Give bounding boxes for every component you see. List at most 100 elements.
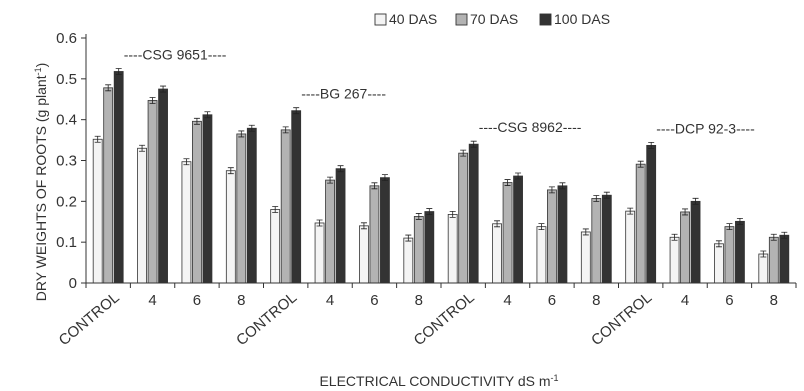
x-axis-title-main: ELECTRICAL CONDUCTIVITY dS m bbox=[319, 373, 550, 389]
error-bar bbox=[204, 111, 211, 119]
bar bbox=[181, 161, 192, 284]
group-label: ----BG 267---- bbox=[301, 86, 386, 102]
bar bbox=[547, 189, 557, 284]
x-tick-label: 4 bbox=[148, 292, 156, 309]
x-tick-label: 6 bbox=[193, 292, 201, 309]
error-bar bbox=[415, 213, 422, 220]
error-bar bbox=[316, 219, 323, 227]
x-tick-label: CONTROL bbox=[56, 289, 123, 349]
legend-swatch bbox=[374, 13, 387, 26]
bar bbox=[768, 236, 779, 284]
error-bar bbox=[193, 117, 200, 125]
bar bbox=[580, 231, 591, 284]
x-axis-title-sup: -1 bbox=[551, 373, 559, 383]
error-bar bbox=[692, 197, 699, 205]
bar bbox=[147, 100, 158, 284]
error-bar bbox=[671, 233, 678, 241]
error-bar bbox=[139, 144, 146, 152]
group-label: ----CSG 8962---- bbox=[479, 119, 582, 135]
x-tick-label: 6 bbox=[548, 292, 556, 309]
error-bar bbox=[736, 217, 743, 225]
error-bar bbox=[227, 167, 234, 175]
x-tick-label: 6 bbox=[370, 292, 378, 309]
bar bbox=[158, 88, 168, 284]
error-bar bbox=[115, 68, 122, 75]
bar bbox=[502, 182, 513, 284]
error-bar bbox=[183, 158, 190, 166]
bar bbox=[468, 143, 479, 284]
error-bar bbox=[538, 223, 545, 231]
bar bbox=[669, 236, 680, 284]
legend-label: 40 DAS bbox=[389, 11, 437, 27]
x-tick-label: 8 bbox=[237, 292, 245, 309]
x-tick-label: 4 bbox=[326, 292, 334, 309]
bar bbox=[202, 114, 213, 284]
error-bar bbox=[405, 234, 412, 242]
bar bbox=[236, 133, 247, 284]
bar bbox=[635, 163, 646, 284]
bars bbox=[92, 68, 790, 284]
error-bar bbox=[627, 207, 634, 215]
y-axis-title-tail: ) bbox=[33, 63, 49, 68]
error-bar bbox=[559, 182, 566, 190]
legend-swatch bbox=[539, 13, 552, 26]
x-axis-title: ELECTRICAL CONDUCTIVITY dS m-1 bbox=[319, 373, 558, 389]
error-bar bbox=[282, 126, 289, 134]
error-bar bbox=[160, 85, 167, 93]
error-bar bbox=[371, 182, 378, 190]
bar bbox=[335, 168, 346, 284]
error-bar bbox=[149, 97, 156, 104]
bar bbox=[492, 223, 502, 284]
error-bar bbox=[105, 84, 112, 92]
error-bar bbox=[426, 208, 433, 215]
bar bbox=[758, 253, 769, 284]
error-bar bbox=[603, 191, 610, 199]
bar bbox=[424, 211, 435, 284]
error-bar bbox=[381, 174, 388, 182]
bar bbox=[325, 179, 335, 284]
x-tick-label: 4 bbox=[503, 292, 511, 309]
y-axis-title-sup: -1 bbox=[33, 67, 43, 75]
error-bar bbox=[460, 149, 467, 157]
error-bar bbox=[293, 107, 300, 115]
bar bbox=[280, 129, 291, 284]
bar bbox=[291, 110, 302, 284]
y-axis-title-main: DRY WEIGHTS OF ROOTS (g plant bbox=[33, 75, 49, 301]
bar bbox=[557, 185, 568, 284]
x-tick-label: 4 bbox=[681, 292, 689, 309]
bar bbox=[447, 213, 458, 284]
error-bar bbox=[637, 160, 644, 168]
bar bbox=[458, 152, 469, 284]
bar bbox=[192, 120, 202, 284]
error-bar bbox=[726, 223, 733, 231]
bar bbox=[403, 237, 414, 284]
legend-label: 100 DAS bbox=[554, 11, 610, 27]
error-bar bbox=[248, 124, 255, 132]
error-bar bbox=[327, 176, 334, 184]
bar bbox=[113, 71, 124, 284]
y-tick-label: 0.4 bbox=[56, 112, 77, 129]
x-tick-label: 8 bbox=[592, 292, 600, 309]
legend: 40 DAS 70 DAS 100 DAS bbox=[374, 11, 610, 27]
bar bbox=[714, 243, 724, 284]
y-tick-label: 0.5 bbox=[56, 71, 77, 88]
group-label: ----CSG 9651---- bbox=[124, 46, 227, 62]
error-bar bbox=[238, 130, 245, 138]
bar bbox=[724, 226, 735, 284]
group-labels: ----CSG 9651---- ----BG 267---- ----CSG 89… bbox=[124, 46, 755, 136]
x-tick-label: 8 bbox=[415, 292, 423, 309]
bar bbox=[92, 138, 103, 284]
bar bbox=[779, 234, 790, 284]
error-bar bbox=[715, 240, 722, 248]
bar bbox=[380, 177, 390, 284]
bar bbox=[591, 198, 602, 284]
bar bbox=[137, 147, 147, 284]
bar bbox=[601, 194, 612, 284]
legend-label: 70 DAS bbox=[470, 11, 518, 27]
error-bar bbox=[272, 206, 279, 213]
y-tick-label: 0.1 bbox=[56, 234, 77, 251]
x-tick-label: 6 bbox=[725, 292, 733, 309]
bar bbox=[690, 200, 701, 284]
bar bbox=[246, 127, 257, 284]
